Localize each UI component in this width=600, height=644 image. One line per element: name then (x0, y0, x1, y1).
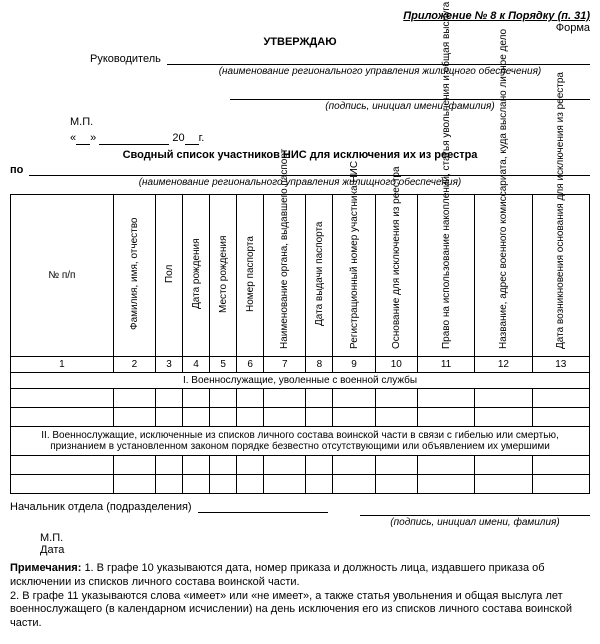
table-row (11, 389, 590, 408)
table-row (11, 408, 590, 427)
col-header-12: Название, адрес военного комиссариата, к… (498, 197, 509, 351)
col-num-7: 7 (264, 357, 306, 373)
col-num-8: 8 (306, 357, 333, 373)
appendix-label: Приложение № 8 к Порядку (п. 31) (10, 10, 590, 22)
col-header-10: Основание для исключения из реестра (391, 197, 402, 351)
col-num-13: 13 (532, 357, 589, 373)
col-header-8: Дата выдачи паспорта (314, 197, 325, 351)
col-num-10: 10 (375, 357, 417, 373)
date-day[interactable] (76, 132, 90, 145)
col-header-1: № п/п (11, 195, 114, 357)
col-num-6: 6 (237, 357, 264, 373)
col-header-4: Дата рождения (191, 197, 202, 351)
col-num-11: 11 (417, 357, 474, 373)
mp-bottom: М.П. (40, 532, 590, 544)
col-header-11: Право на использование накоплений, стать… (441, 197, 452, 351)
head-label: Руководитель (90, 53, 161, 65)
sign-caption-bottom: (подпись, инициал имени, фамилия) (360, 517, 590, 528)
date-month[interactable] (99, 132, 169, 145)
date-year[interactable] (185, 132, 199, 145)
col-num-9: 9 (333, 357, 375, 373)
chief-sign-line[interactable] (198, 500, 328, 513)
chief-label: Начальник отдела (подразделения) (10, 501, 192, 513)
notes-block: Примечания: 1. В графе 10 указываются да… (10, 562, 590, 631)
col-header-7: Наименование органа, выдавшего паспорт (279, 197, 290, 351)
mp-top: М.П. (70, 116, 590, 128)
section-2-header: II. Военнослужащие, исключенные из списк… (11, 427, 590, 456)
col-header-3: Пол (164, 197, 175, 351)
col-header-13: Дата возникновения основания для исключе… (555, 197, 566, 351)
date-row: « » 20 г. (70, 132, 590, 145)
col-header-6: Номер паспорта (245, 197, 256, 351)
table-row (11, 475, 590, 494)
note-2: 2. В графе 11 указываются слова «имеет» … (10, 590, 572, 630)
section-1-header: I. Военнослужащие, уволенные с военной с… (11, 373, 590, 389)
org-line[interactable] (167, 52, 590, 65)
col-num-1: 1 (11, 357, 114, 373)
sign-line-top[interactable] (230, 87, 590, 100)
main-table: № п/п Фамилия, имя, отчество Пол Дата ро… (10, 194, 590, 494)
note-1: 1. В графе 10 указываются дата, номер пр… (10, 562, 545, 588)
col-num-5: 5 (210, 357, 237, 373)
col-header-2: Фамилия, имя, отчество (129, 197, 140, 351)
po-label: по (10, 164, 23, 176)
col-num-2: 2 (113, 357, 155, 373)
sign-line-bottom[interactable] (360, 515, 590, 516)
col-header-9: Регистрационный номер участника НИС (349, 197, 360, 351)
col-num-12: 12 (475, 357, 532, 373)
table-row (11, 456, 590, 475)
notes-label: Примечания: (10, 562, 81, 574)
org-caption: (наименование регионального управления ж… (170, 66, 590, 77)
col-num-4: 4 (183, 357, 210, 373)
col-header-5: Место рождения (218, 197, 229, 351)
sign-caption-top: (подпись, инициал имени, фамилия) (230, 101, 590, 112)
date-bottom: Дата (40, 544, 590, 556)
col-num-3: 3 (156, 357, 183, 373)
